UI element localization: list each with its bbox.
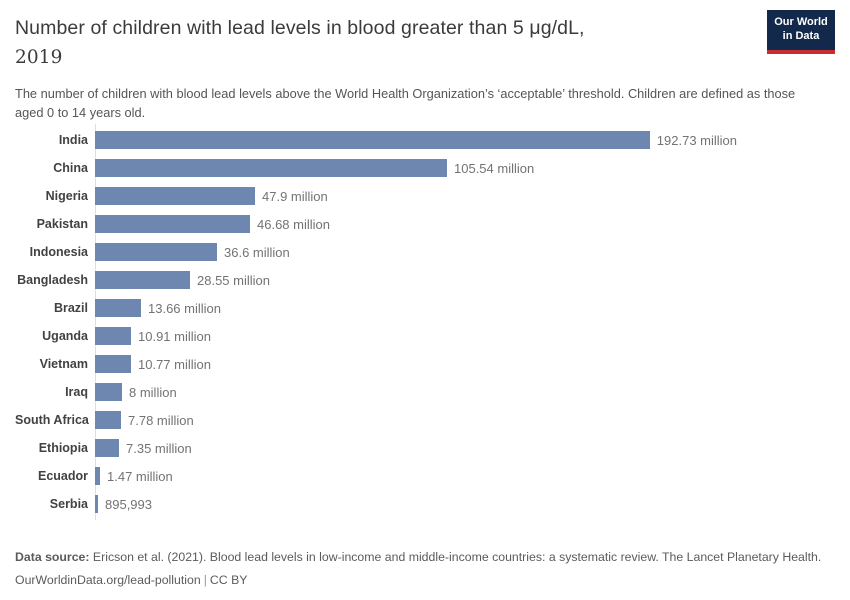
country-label: Uganda [42, 329, 88, 343]
chart-title-year: 2019 [15, 47, 63, 69]
bar-rows: India 192.73 million China 105.54 million Ni… [15, 124, 835, 520]
footer-link-line: OurWorldinData.org/lead-pollution | CC BY [15, 572, 835, 590]
bar-row: India 192.73 million [15, 126, 835, 154]
country-label: Ethiopia [38, 441, 88, 455]
bar-value-label: 192.73 million [656, 132, 737, 148]
bar-row: China 105.54 million [15, 154, 835, 182]
bar[interactable] [95, 355, 131, 373]
bar-track: 36.6 million [95, 243, 737, 261]
bar-value-label: 28.55 million [197, 272, 270, 288]
country-label: Nigeria [45, 189, 88, 203]
country-label: Brazil [53, 301, 88, 315]
y-axis-line [95, 124, 96, 520]
chart-title: Number of children with lead levels in b… [15, 14, 755, 72]
chart-header: Number of children with lead levels in b… [15, 10, 835, 122]
country-label: Bangladesh [17, 273, 88, 287]
bar-track: 895,993 [95, 495, 737, 513]
data-source-note: Data source: Ericson et al. (2021). Bloo… [15, 549, 827, 567]
data-source-label: Data source: [15, 550, 90, 565]
bar[interactable] [95, 411, 121, 429]
bar-track: 13.66 million [95, 299, 737, 317]
chart-url-link[interactable]: OurWorldinData.org/lead-pollution [15, 573, 201, 588]
country-label: South Africa [15, 413, 89, 427]
bar[interactable] [95, 383, 122, 401]
bar-track: 7.78 million [95, 411, 737, 429]
bar-track: 10.77 million [95, 355, 737, 373]
bar-row: Indonesia 36.6 million [15, 238, 835, 266]
bar-chart: India 192.73 million China 105.54 million Ni… [15, 124, 835, 520]
owid-logo-line1: Our World [774, 16, 828, 29]
footer-separator: | [203, 573, 207, 588]
bar-row: Uganda 10.91 million [15, 322, 835, 350]
country-label: Serbia [49, 497, 88, 511]
country-label: Ecuador [37, 469, 88, 483]
bar-value-label: 46.68 million [257, 216, 330, 232]
bar[interactable] [95, 187, 255, 205]
bar-value-label: 8 million [129, 384, 177, 400]
bar-track: 192.73 million [95, 131, 737, 149]
country-label: Iraq [65, 385, 88, 399]
bar-value-label: 10.91 million [138, 328, 211, 344]
bar-row: Vietnam 10.77 million [15, 350, 835, 378]
chart-title-text: Number of children with lead levels in b… [15, 17, 585, 39]
owid-logo[interactable]: Our World in Data [767, 10, 835, 54]
bar[interactable] [95, 299, 141, 317]
bar-track: 1.47 million [95, 467, 737, 485]
bar-track: 28.55 million [95, 271, 737, 289]
bar-value-label: 36.6 million [224, 244, 290, 260]
bar[interactable] [95, 243, 217, 261]
country-label: Pakistan [36, 217, 88, 231]
bar[interactable] [95, 439, 119, 457]
owid-logo-line2: in Data [782, 30, 820, 42]
country-label: Vietnam [39, 357, 88, 371]
bar[interactable] [95, 131, 650, 149]
bar-value-label: 7.78 million [128, 412, 194, 428]
bar-row: Ecuador 1.47 million [15, 462, 835, 490]
bar-value-label: 47.9 million [262, 188, 328, 204]
bar-row: Brazil 13.66 million [15, 294, 835, 322]
bar-value-label: 13.66 million [148, 300, 221, 316]
bar[interactable] [95, 271, 190, 289]
chart-footer: Data source: Ericson et al. (2021). Bloo… [15, 549, 835, 590]
bar[interactable] [95, 495, 98, 513]
chart-subtitle: The number of children with blood lead l… [15, 86, 796, 121]
bar[interactable] [95, 467, 100, 485]
bar-track: 7.35 million [95, 439, 737, 457]
bar-value-label: 1.47 million [107, 468, 173, 484]
bar-row: Pakistan 46.68 million [15, 210, 835, 238]
bar-value-label: 105.54 million [454, 160, 535, 176]
data-source-text: Ericson et al. (2021). Blood lead levels… [92, 550, 822, 565]
bar[interactable] [95, 327, 131, 345]
bar-row: Bangladesh 28.55 million [15, 266, 835, 294]
bar[interactable] [95, 215, 250, 233]
bar-track: 47.9 million [95, 187, 737, 205]
bar-row: South Africa 7.78 million [15, 406, 835, 434]
country-label: India [58, 133, 88, 147]
bar[interactable] [95, 159, 447, 177]
bar-value-label: 895,993 [105, 496, 152, 512]
bar-track: 46.68 million [95, 215, 737, 233]
bar-value-label: 7.35 million [126, 440, 192, 456]
country-label: China [53, 161, 88, 175]
bar-row: Ethiopia 7.35 million [15, 434, 835, 462]
bar-value-label: 10.77 million [138, 356, 211, 372]
country-label: Indonesia [29, 245, 88, 259]
bar-row: Nigeria 47.9 million [15, 182, 835, 210]
license-label: CC BY [209, 573, 248, 588]
bar-track: 10.91 million [95, 327, 737, 345]
bar-row: Serbia 895,993 [15, 490, 835, 518]
bar-track: 105.54 million [95, 159, 737, 177]
bar-track: 8 million [95, 383, 737, 401]
bar-row: Iraq 8 million [15, 378, 835, 406]
